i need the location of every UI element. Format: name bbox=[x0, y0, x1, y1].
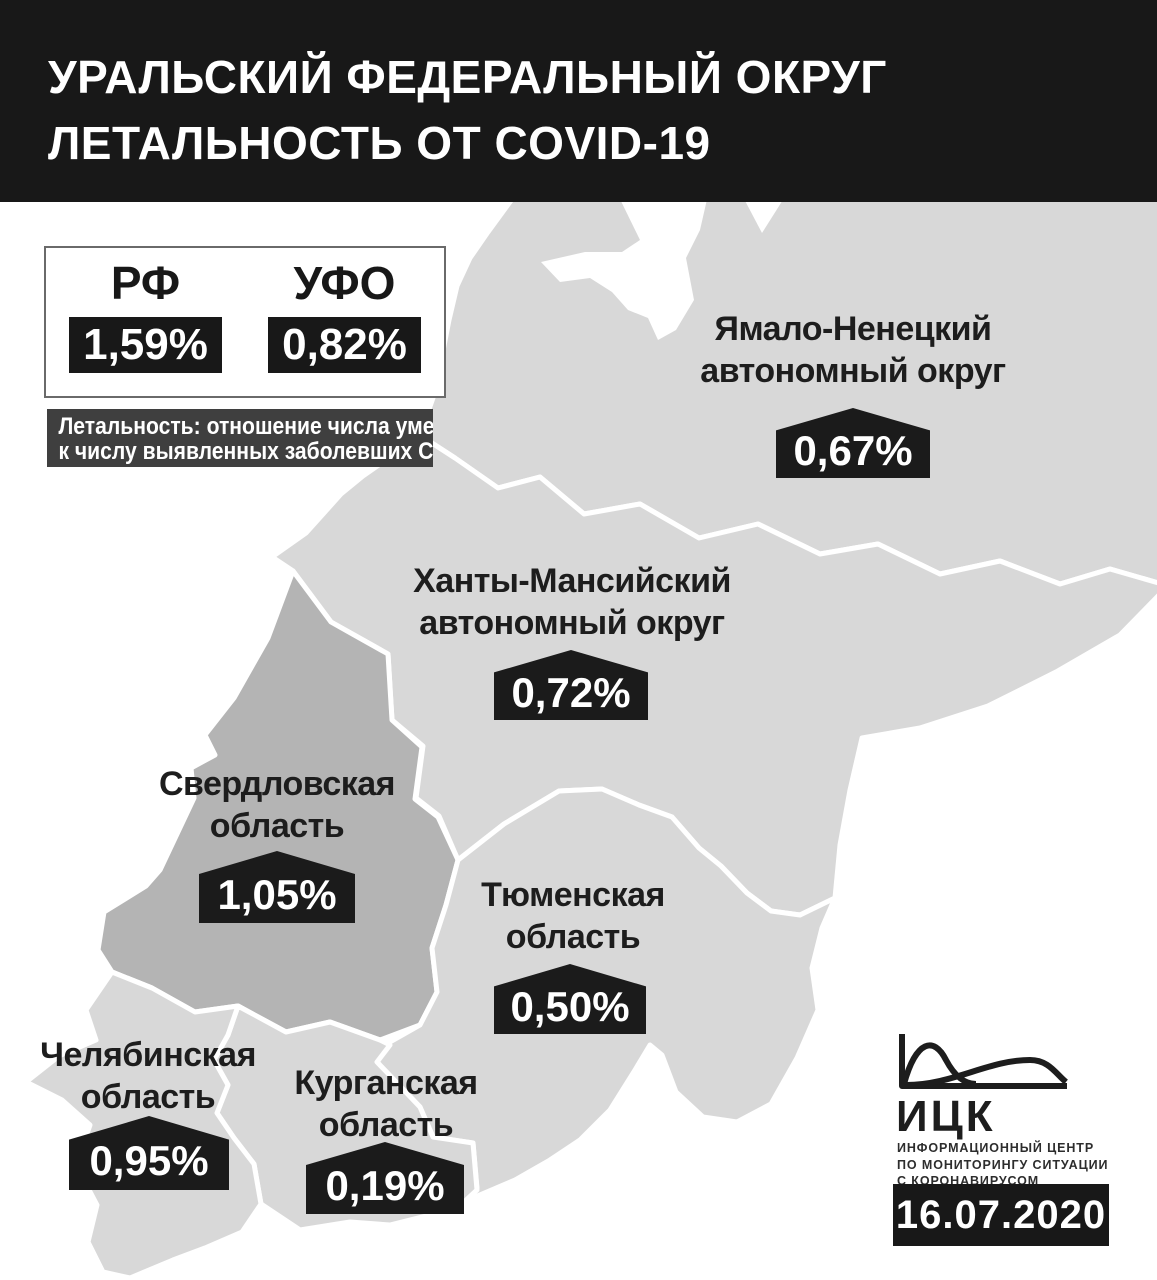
legend-label-rf: РФ bbox=[110, 257, 181, 309]
region-label-sverdlovsk: Свердловская область bbox=[158, 765, 396, 845]
gulf-shape bbox=[541, 195, 708, 340]
page-title-line2: ЛЕТАЛЬНОСТЬ ОТ COVID-19 bbox=[48, 117, 711, 169]
summary-legend: РФ 1,59% УФО 0,82% bbox=[44, 246, 446, 398]
legend-value-ufo: 0,82% bbox=[268, 317, 421, 373]
icc-subtitle: ИНФОРМАЦИОННЫЙ ЦЕНТР ПО МОНИТОРИНГУ СИТУ… bbox=[897, 1141, 1109, 1188]
gulf-notch bbox=[742, 195, 786, 233]
lethality-definition-note: Летальность: отношение числа умерших к ч… bbox=[47, 409, 433, 467]
icc-logo-block: ИЦК ИНФОРМАЦИОННЫЙ ЦЕНТР ПО МОНИТОРИНГУ … bbox=[893, 1030, 1123, 1188]
region-label-tyumen: Тюменская область bbox=[481, 876, 665, 956]
page-title-line1: УРАЛЬСКИЙ ФЕДЕРАЛЬНЫЙ ОКРУГ bbox=[48, 51, 887, 103]
header-banner: УРАЛЬСКИЙ ФЕДЕРАЛЬНЫЙ ОКРУГ ЛЕТАЛЬНОСТЬ … bbox=[0, 0, 1157, 202]
note-line2: к числу выявленных заболевших COVID-19 bbox=[58, 438, 433, 465]
legend-item-ufo: УФО 0,82% bbox=[245, 248, 444, 396]
date-badge: 16.07.2020 bbox=[893, 1184, 1109, 1246]
icc-abbreviation: ИЦК bbox=[896, 1092, 996, 1141]
legend-item-rf: РФ 1,59% bbox=[46, 248, 245, 396]
region-label-kurgan: Курганская область bbox=[294, 1064, 478, 1144]
region-label-chelyabinsk: Челябинская область bbox=[40, 1036, 256, 1116]
legend-label-ufo: УФО bbox=[293, 257, 396, 309]
note-line1: Летальность: отношение числа умерших bbox=[58, 413, 433, 440]
epidemic-curve-icon bbox=[899, 1034, 1068, 1089]
legend-value-rf: 1,59% bbox=[69, 317, 222, 373]
region-label-khmao: Ханты-Мансийский автономный округ bbox=[413, 562, 731, 642]
region-label-yanao: Ямало-Ненецкий автономный округ bbox=[700, 310, 1006, 390]
